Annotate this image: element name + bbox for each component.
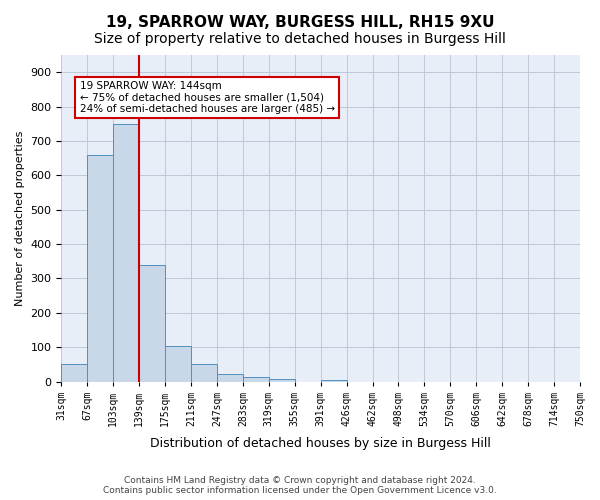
Bar bbox=[88, 154, 113, 382]
Bar bbox=[321, 380, 347, 382]
Text: 19, SPARROW WAY, BURGESS HILL, RH15 9XU: 19, SPARROW WAY, BURGESS HILL, RH15 9XU bbox=[106, 15, 494, 30]
Bar bbox=[165, 346, 191, 382]
Bar bbox=[191, 364, 217, 382]
X-axis label: Distribution of detached houses by size in Burgess Hill: Distribution of detached houses by size … bbox=[150, 437, 491, 450]
Y-axis label: Number of detached properties: Number of detached properties bbox=[15, 130, 25, 306]
Text: Size of property relative to detached houses in Burgess Hill: Size of property relative to detached ho… bbox=[94, 32, 506, 46]
Bar bbox=[243, 377, 269, 382]
Bar bbox=[139, 264, 165, 382]
Text: 19 SPARROW WAY: 144sqm
← 75% of detached houses are smaller (1,504)
24% of semi-: 19 SPARROW WAY: 144sqm ← 75% of detached… bbox=[80, 81, 335, 114]
Bar bbox=[217, 374, 243, 382]
Bar bbox=[61, 364, 88, 382]
Text: Contains HM Land Registry data © Crown copyright and database right 2024.
Contai: Contains HM Land Registry data © Crown c… bbox=[103, 476, 497, 495]
Bar bbox=[269, 379, 295, 382]
Bar bbox=[113, 124, 139, 382]
